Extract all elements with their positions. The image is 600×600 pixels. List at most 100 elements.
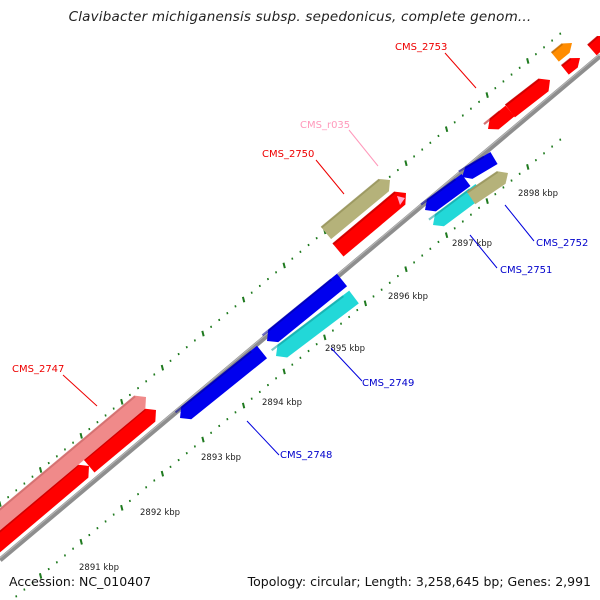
tick-lower-41 [331, 329, 334, 332]
gene-cms-2747-part-a [0, 464, 89, 553]
gene-cms-2754-shade [560, 57, 572, 67]
tick-upper-58 [469, 107, 472, 110]
leader-cms-2751 [469, 234, 498, 269]
tick-lower-11 [88, 533, 91, 537]
tick-lower-27 [218, 424, 221, 428]
gene-cms-2752-shade [458, 155, 485, 173]
tick-lower-36 [291, 363, 294, 366]
tick-upper-11 [88, 427, 91, 431]
tick-upper-30 [241, 296, 246, 303]
tick-lower-22 [177, 458, 180, 462]
tick-lower-21 [169, 465, 172, 469]
tick-lower-51 [413, 261, 416, 264]
tick-upper-18 [145, 380, 148, 383]
gene-cms-2747-part-b-shade [83, 408, 146, 461]
tick-upper-20 [160, 364, 165, 371]
tick-lower-60 [485, 198, 489, 204]
tick-lower-9 [72, 547, 75, 550]
tick-marks-upper [0, 32, 562, 507]
tick-lower-20 [160, 470, 165, 477]
tick-upper-60 [485, 92, 489, 98]
gene-cms-2753-a-shade [483, 110, 501, 125]
tick-upper-26 [210, 325, 213, 328]
scale-label-2894: 2894 kbp [262, 398, 302, 408]
scale-label-2895: 2895 kbp [325, 344, 365, 354]
tick-lower-19 [153, 479, 156, 482]
tick-lower-31 [250, 397, 253, 400]
gene-cms-2752 [462, 151, 498, 179]
tick-upper-50 [404, 160, 408, 167]
tick-upper-0 [0, 501, 2, 507]
tick-upper-17 [137, 386, 140, 390]
tick-lower-69 [559, 138, 562, 141]
gene-cms-2750 [332, 191, 406, 257]
gene-label-cms-2753[interactable]: CMS_2753 [395, 42, 447, 53]
tick-lower-33 [266, 383, 269, 387]
tick-lower-63 [510, 179, 513, 182]
tick-lower-43 [348, 315, 351, 319]
gene-label-cms-2752[interactable]: CMS_2752 [536, 238, 588, 249]
tick-upper-14 [112, 407, 115, 410]
tick-upper-15 [120, 398, 124, 405]
tick-lower-6 [47, 567, 50, 571]
gene-label-cms-2749[interactable]: CMS_2749 [362, 378, 414, 389]
tick-lower-12 [96, 527, 99, 530]
tick-lower-55 [444, 232, 449, 239]
tick-upper-51 [413, 155, 416, 158]
tick-lower-64 [518, 172, 521, 175]
gene-label-cms-2751[interactable]: CMS_2751 [500, 265, 552, 276]
tick-lower-5 [38, 572, 43, 579]
tick-upper-63 [510, 73, 513, 76]
tick-upper-5 [38, 466, 43, 473]
tick-upper-56 [453, 121, 456, 124]
map-title: Clavibacter michiganensis subsp. sepedon… [68, 9, 532, 25]
gene-cms-2748 [180, 345, 268, 420]
scale-label-2893: 2893 kbp [201, 453, 241, 463]
tick-lower-38 [307, 349, 310, 353]
tick-lower-15 [120, 504, 124, 511]
tick-upper-7 [55, 455, 58, 458]
tick-lower-8 [63, 554, 66, 557]
label-leader-lines [62, 52, 535, 456]
tick-lower-67 [542, 152, 546, 155]
tick-lower-65 [526, 164, 530, 170]
tick-upper-69 [559, 32, 562, 35]
leader-cms-2750 [315, 159, 345, 195]
leader-cms-r035 [348, 129, 379, 167]
tick-upper-31 [250, 291, 253, 294]
tick-upper-64 [518, 66, 521, 69]
tick-upper-6 [47, 461, 50, 465]
leader-cms-2747 [62, 374, 98, 407]
tick-lower-50 [404, 266, 408, 273]
gene-cms-2751-shade [428, 188, 471, 221]
gene-cms-2753-b-shade [504, 78, 540, 107]
tick-upper-25 [201, 330, 205, 337]
gene-label-cms-2750[interactable]: CMS_2750 [262, 149, 314, 160]
tick-lower-35 [282, 368, 286, 375]
scale-label-2898: 2898 kbp [518, 189, 558, 199]
gene-label-cms-2748[interactable]: CMS_2748 [280, 450, 332, 461]
gene-cms-2753-orange [551, 43, 572, 62]
gene-cms-2751-b-shade [420, 178, 457, 206]
gene-label-cms-2747[interactable]: CMS_2747 [12, 364, 64, 375]
gene-label-cms-r035[interactable]: CMS_r035 [300, 120, 350, 131]
gene-cms-2748-b-shade [261, 278, 332, 337]
tick-upper-19 [153, 373, 156, 376]
tick-upper-29 [234, 305, 237, 308]
tick-upper-33 [266, 277, 269, 281]
gene-cms-2750-adjacent-shade [320, 178, 380, 229]
tick-upper-34 [275, 271, 278, 274]
tick-upper-32 [258, 284, 261, 288]
tick-upper-54 [437, 134, 440, 138]
scale-label-2891: 2891 kbp [79, 563, 119, 573]
tick-upper-28 [226, 311, 229, 315]
gene-cms-2748-shade [174, 350, 252, 414]
gene-cms-2753-b [505, 78, 550, 118]
tick-lower-14 [112, 513, 115, 516]
tick-lower-10 [79, 538, 83, 545]
tick-lower-24 [193, 445, 196, 448]
tick-upper-37 [299, 250, 302, 254]
tick-upper-3 [23, 482, 26, 485]
tick-lower-2 [15, 595, 18, 598]
gene-cms-2749-shade [270, 295, 344, 352]
